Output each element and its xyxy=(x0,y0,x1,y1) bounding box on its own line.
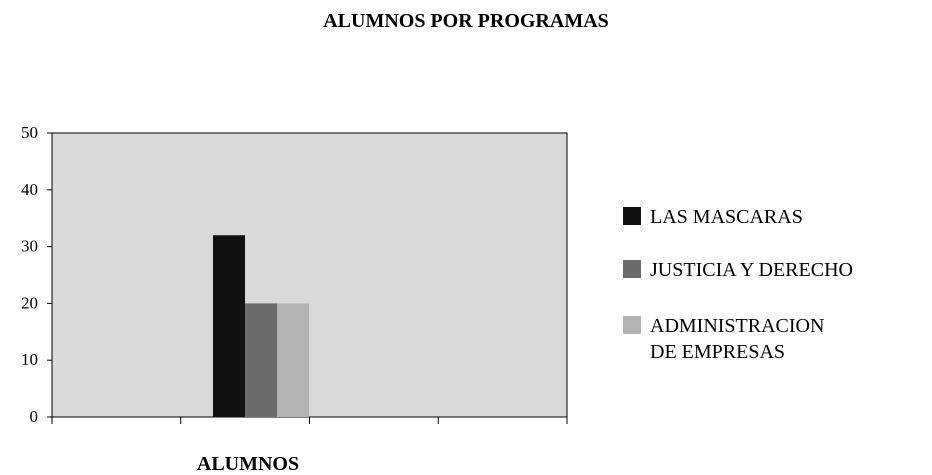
legend-swatch-1 xyxy=(623,260,641,278)
y-tick-label: 50 xyxy=(21,123,38,142)
y-tick-label: 0 xyxy=(30,407,39,426)
y-tick-label: 20 xyxy=(21,293,38,312)
chart-title: ALUMNOS POR PROGRAMAS xyxy=(323,10,609,32)
x-category-label: ALUMNOS xyxy=(197,453,299,475)
legend-label-0: LAS MASCARAS xyxy=(650,206,803,228)
legend-swatch-2 xyxy=(623,316,641,334)
y-tick-label: 10 xyxy=(21,350,38,369)
legend-swatch-0 xyxy=(623,207,641,225)
bars xyxy=(213,235,309,417)
y-axis: 50 40 30 20 10 0 xyxy=(21,123,52,426)
bar-series-1 xyxy=(245,303,277,417)
legend-label-1: JUSTICIA Y DERECHO xyxy=(650,259,853,281)
legend: LAS MASCARAS JUSTICIA Y DERECHO ADMINISTRA… xyxy=(623,206,853,363)
bar-series-2 xyxy=(277,303,309,417)
x-axis xyxy=(51,417,568,424)
y-tick-label: 30 xyxy=(21,237,38,256)
y-tick-label: 40 xyxy=(21,180,38,199)
legend-label-2: ADMINISTRACION DE EMPRESAS xyxy=(650,315,824,363)
bar-series-0 xyxy=(213,235,245,417)
plot-area xyxy=(51,132,568,418)
